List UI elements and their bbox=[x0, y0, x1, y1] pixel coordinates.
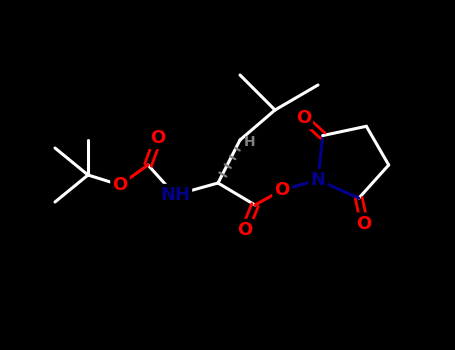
Text: H: H bbox=[244, 135, 256, 149]
Text: O: O bbox=[238, 221, 253, 239]
Text: O: O bbox=[357, 215, 372, 233]
Text: O: O bbox=[112, 176, 127, 194]
Text: O: O bbox=[296, 109, 311, 127]
Text: O: O bbox=[274, 181, 290, 199]
Text: N: N bbox=[310, 171, 325, 189]
Text: NH: NH bbox=[160, 186, 190, 204]
Text: O: O bbox=[150, 129, 166, 147]
